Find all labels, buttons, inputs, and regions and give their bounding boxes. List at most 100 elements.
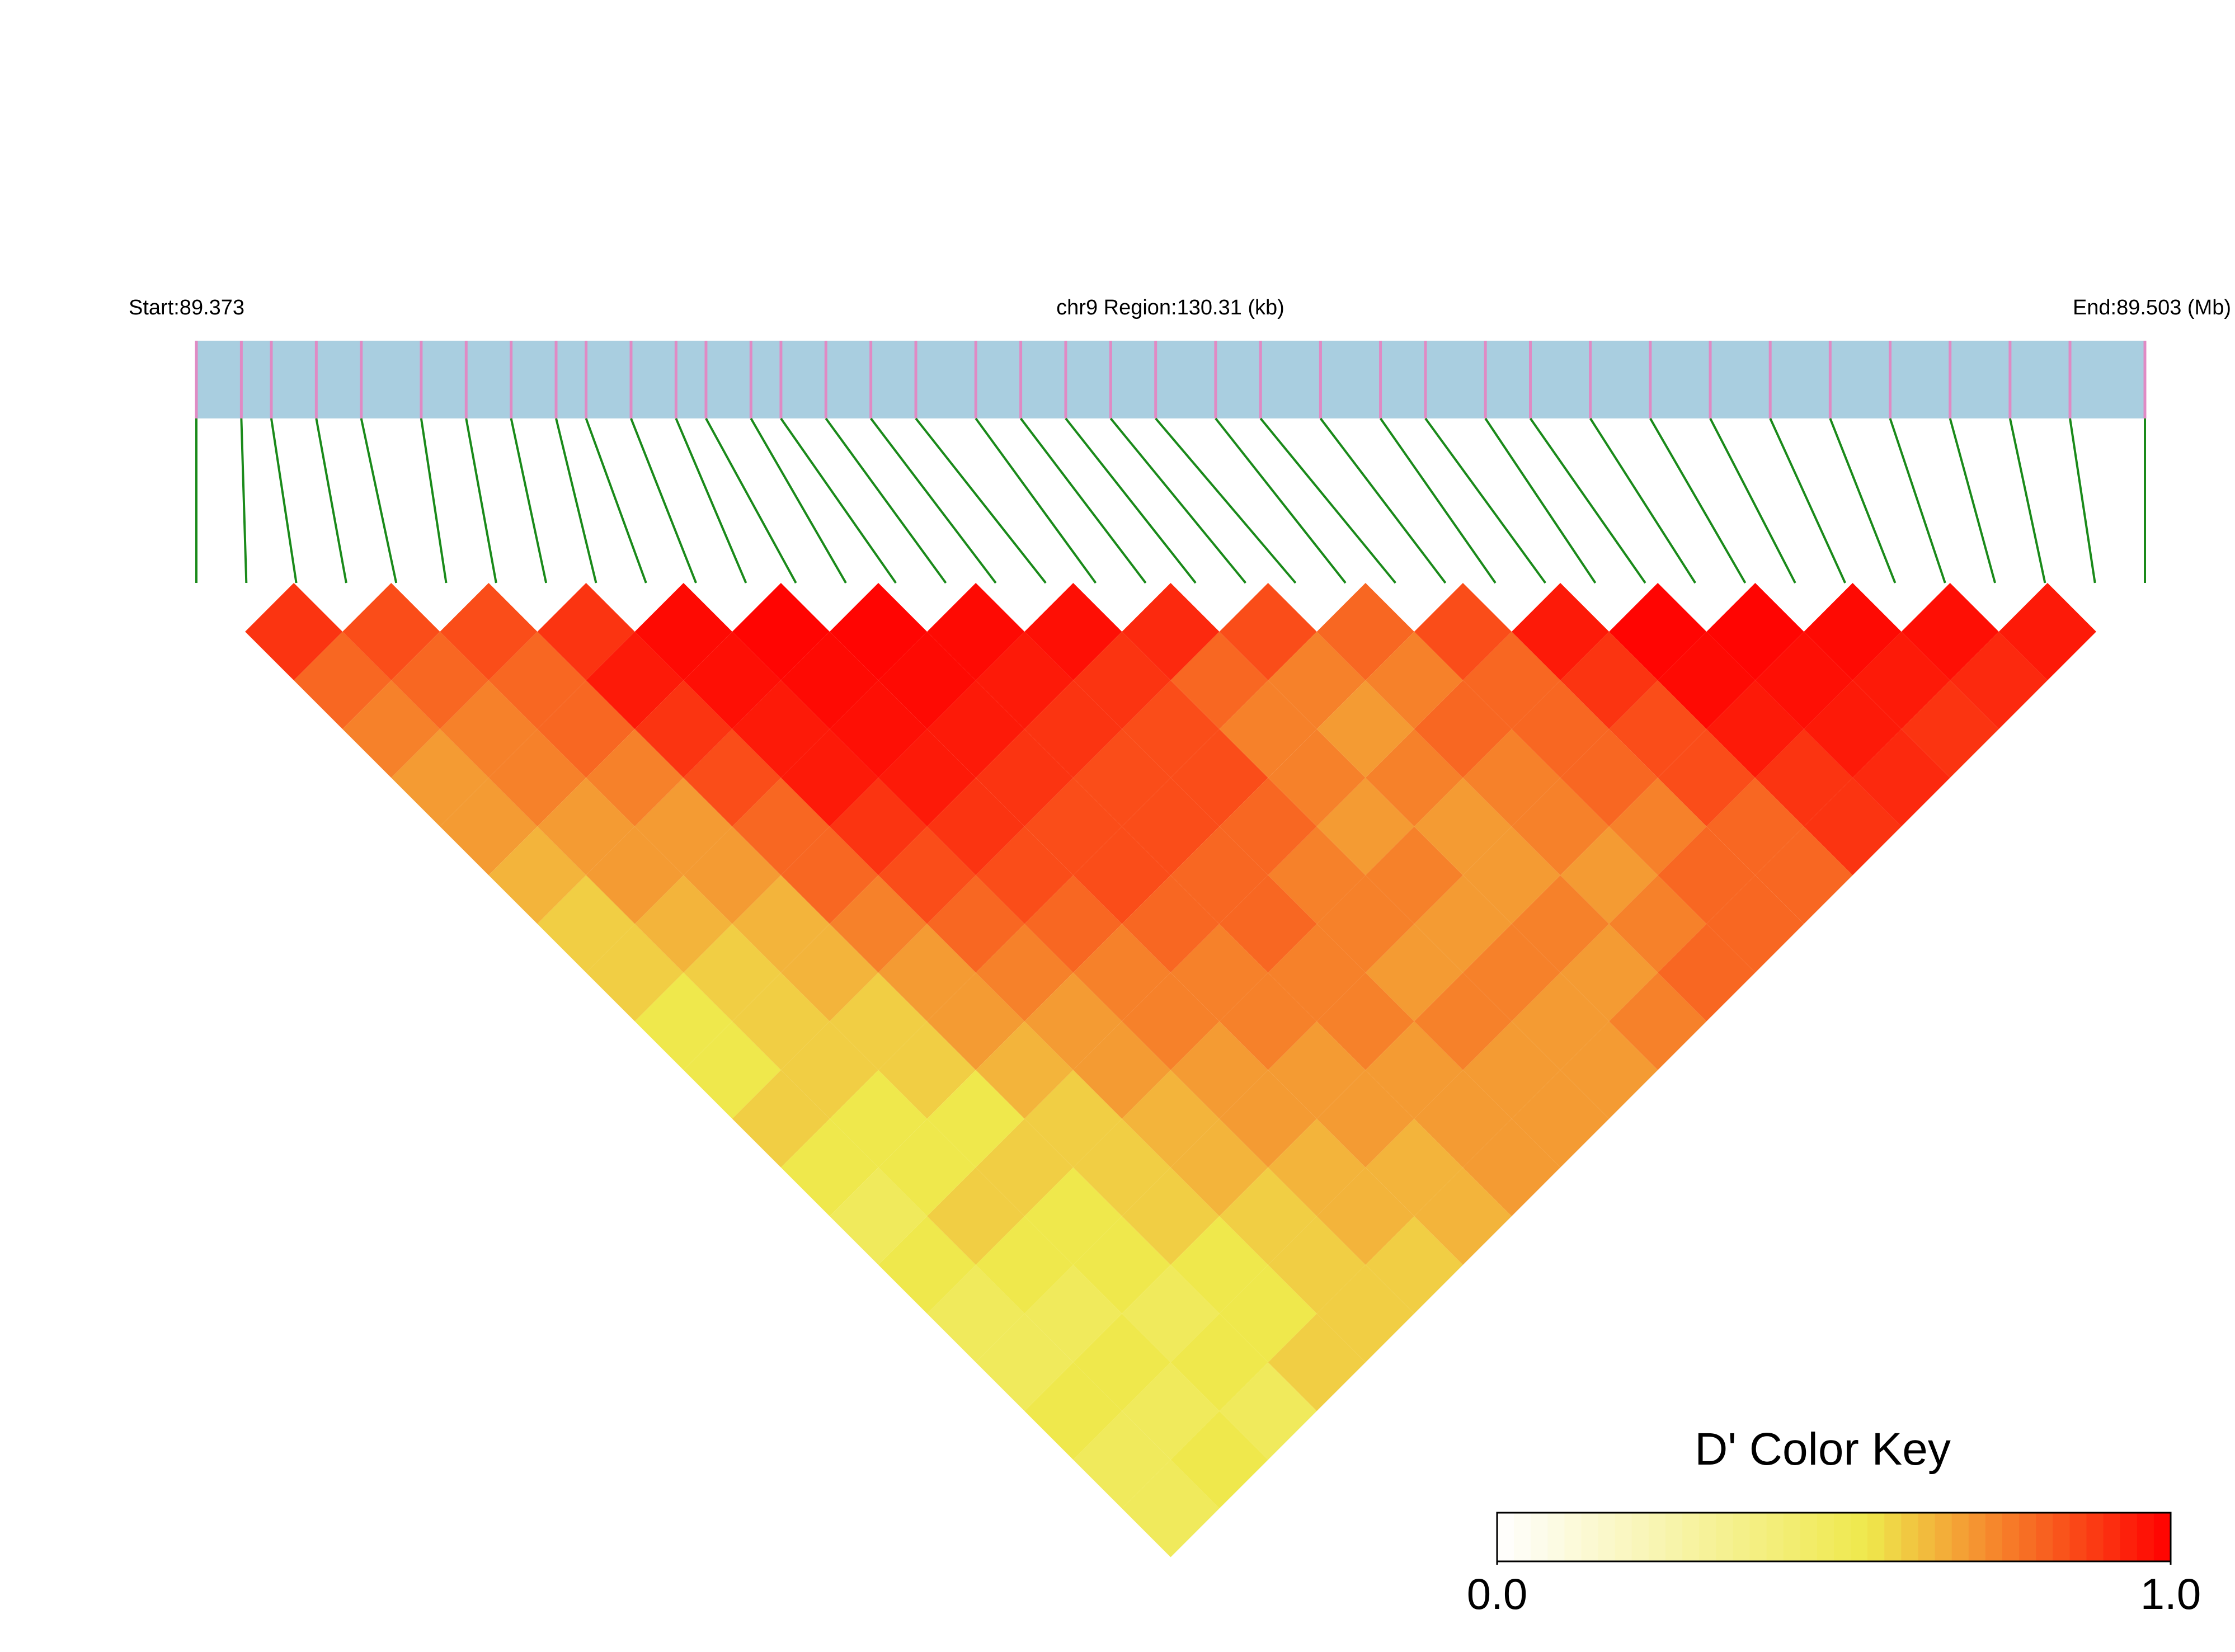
colorbar-step: [1665, 1513, 1683, 1561]
ld-cell: [1122, 1265, 1220, 1363]
snp-link: [1709, 418, 1796, 583]
colorbar-frame: [1496, 1512, 2172, 1562]
colorbar-step: [1733, 1513, 1751, 1561]
snp-link: [630, 418, 697, 583]
ld-cell: [1512, 1070, 1610, 1168]
colorbar-step: [2120, 1513, 2138, 1561]
snp-link: [420, 418, 448, 583]
ld-cell: [1073, 1216, 1171, 1314]
ld-cell: [1170, 1216, 1268, 1314]
ld-cell: [1268, 1216, 1366, 1314]
ld-cell: [1901, 680, 1999, 778]
ld-cell: [1122, 680, 1220, 778]
ld-cell: [780, 1118, 879, 1216]
ld-cell: [245, 583, 343, 681]
snp-link: [1649, 418, 1747, 583]
ld-cell: [537, 680, 635, 778]
ld-cell: [1414, 778, 1512, 876]
ld-cell: [1170, 924, 1268, 1022]
ld-cell: [1609, 972, 1707, 1070]
ld-cell: [780, 729, 879, 827]
ld-cell: [1316, 680, 1414, 778]
colorbar-step: [1598, 1513, 1616, 1561]
ld-cell: [1170, 1314, 1268, 1411]
colorbar-step: [1935, 1513, 1952, 1561]
ld-cell: [1170, 729, 1268, 827]
ld-cell: [1170, 632, 1268, 729]
snp-link: [675, 418, 747, 583]
ld-cell: [1122, 778, 1220, 876]
ld-cell: [780, 1021, 879, 1119]
ld-cell: [1268, 924, 1366, 1022]
ld-cell: [1414, 875, 1512, 973]
colorbar-step: [2103, 1513, 2121, 1561]
snp-link: [1589, 417, 1696, 584]
ld-cell: [1073, 826, 1171, 924]
snp-link: [975, 417, 1097, 584]
colorbar-step: [1564, 1513, 1582, 1561]
ld-cell: [1414, 972, 1512, 1070]
ld-cell: [683, 729, 781, 827]
colorbar-step: [1514, 1513, 1532, 1561]
ld-cell: [878, 1216, 976, 1314]
ld-cell: [1073, 1411, 1171, 1509]
region-label: chr9 Region:130.31 (kb): [1056, 296, 1284, 319]
ld-cell: [294, 632, 392, 729]
ld-cell: [1512, 778, 1610, 876]
colorbar-step: [1867, 1513, 1885, 1561]
colorbar-tick-label: 1.0: [2140, 1569, 2201, 1618]
colorbar-step: [1716, 1513, 1734, 1561]
ld-cell: [342, 680, 440, 778]
ld-cell: [1998, 583, 2096, 681]
ld-cell: [1170, 826, 1268, 924]
ld-cell: [1219, 1362, 1317, 1460]
ld-cell: [1365, 1021, 1463, 1119]
ld-cell: [1609, 875, 1707, 973]
snp-link: [1949, 418, 1997, 583]
snp-link: [510, 418, 548, 583]
colorbar-step: [1631, 1513, 1649, 1561]
colorbar-step: [1497, 1513, 1515, 1561]
ld-cell: [1512, 972, 1610, 1070]
snp-link: [1769, 418, 1846, 583]
snp-link: [270, 418, 298, 583]
ld-cell: [1512, 583, 1610, 681]
ld-cell: [1804, 680, 1902, 778]
snp-link: [1484, 417, 1597, 584]
ld-cell: [1024, 875, 1122, 973]
ld-cell: [1268, 729, 1366, 827]
ld-cell: [927, 875, 1025, 973]
colorbar-step: [2137, 1513, 2154, 1561]
ld-cell: [1268, 826, 1366, 924]
snp-link: [705, 418, 797, 583]
colorbar-step: [2019, 1513, 2037, 1561]
ld-cell: [1414, 680, 1512, 778]
ld-cell: [927, 1070, 1025, 1168]
snp-link: [240, 418, 248, 583]
ld-cell: [537, 778, 635, 876]
ld-cell: [440, 778, 538, 876]
ld-cell: [1316, 972, 1414, 1070]
ld-cell: [1560, 729, 1658, 827]
ld-cell: [927, 972, 1025, 1070]
snp-link: [915, 417, 1047, 584]
snp-link: [585, 418, 647, 583]
colorbar-step: [1851, 1513, 1869, 1561]
colorbar-step: [2002, 1513, 2020, 1561]
ld-cell: [1755, 632, 1853, 729]
colorbar-step: [1699, 1513, 1717, 1561]
snp-link: [1109, 417, 1247, 584]
ld-cell: [1462, 1118, 1561, 1216]
ld-cell: [537, 875, 635, 973]
colorbar-step: [1547, 1513, 1565, 1561]
ld-cell: [1365, 632, 1463, 729]
ld-cell: [976, 1216, 1074, 1314]
ld-cell: [1804, 778, 1902, 876]
ld-cell: [634, 583, 732, 681]
snp-link: [465, 418, 497, 583]
ld-cell: [1560, 632, 1658, 729]
ld-cell: [1073, 1021, 1171, 1119]
ld-cell: [391, 632, 489, 729]
ld-cell: [440, 680, 538, 778]
